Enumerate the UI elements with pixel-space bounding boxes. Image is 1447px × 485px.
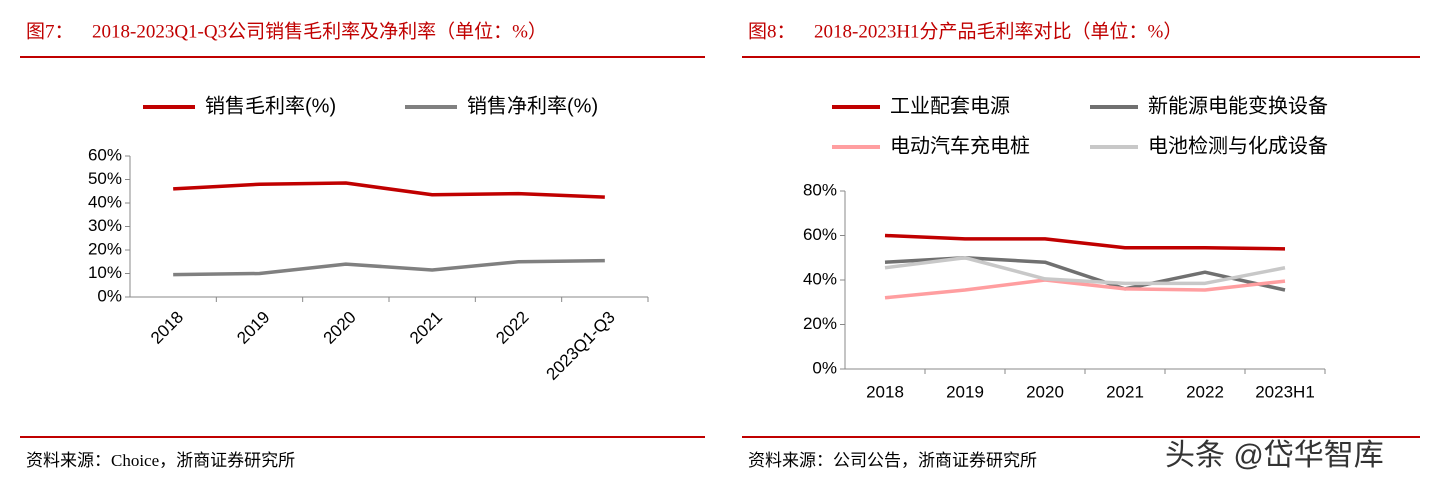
y-tick-label: 40% <box>803 269 837 288</box>
x-tick-label: 2022 <box>1186 382 1224 401</box>
y-tick-label: 80% <box>803 180 837 199</box>
legend-label: 电动汽车充电桩 <box>890 134 1030 157</box>
y-tick-label: 60% <box>803 225 837 244</box>
series-line <box>884 233 1286 251</box>
y-tick-label: 10% <box>88 263 122 282</box>
x-tick-label: 2021 <box>406 308 446 348</box>
x-tick-label: 2020 <box>1026 382 1064 401</box>
chart-title: 2018-2023H1分产品毛利率对比（单位：%） <box>814 20 1182 42</box>
x-tick-label: 2020 <box>320 308 360 348</box>
y-tick-label: 20% <box>88 239 122 258</box>
y-tick-label: 50% <box>88 169 122 188</box>
x-tick-label: 2019 <box>946 382 984 401</box>
x-tick-label: 2022 <box>492 308 532 348</box>
y-tick-label: 20% <box>803 314 837 333</box>
figure-label: 图8： <box>748 21 796 42</box>
figure-label: 图7： <box>26 21 74 42</box>
y-tick-label: 40% <box>88 192 122 211</box>
series-line <box>884 256 1286 286</box>
x-tick-label: 2019 <box>233 308 273 348</box>
series-line <box>884 278 1286 300</box>
x-tick-label: 2023Q1-Q3 <box>543 308 619 384</box>
y-tick-label: 60% <box>88 145 122 164</box>
source: 资料来源：公司公告，浙商证券研究所 <box>748 451 1037 470</box>
y-tick-label: 0% <box>97 286 122 305</box>
x-tick-label: 2023H1 <box>1255 382 1315 401</box>
y-tick-label: 0% <box>812 358 837 377</box>
x-tick-label: 2021 <box>1106 382 1144 401</box>
legend-label: 销售毛利率(%) <box>205 94 336 117</box>
x-tick-label: 2018 <box>866 382 904 401</box>
legend-label: 工业配套电源 <box>890 94 1010 117</box>
y-tick-label: 30% <box>88 216 122 235</box>
legend-label: 电池检测与化成设备 <box>1148 134 1328 157</box>
series-line <box>173 181 605 199</box>
source: 资料来源：Choice，浙商证券研究所 <box>26 451 295 470</box>
watermark: 头条 @岱华智库 <box>1165 439 1384 472</box>
legend-label: 销售净利率(%) <box>467 94 598 117</box>
x-tick-label: 2018 <box>147 308 187 348</box>
series-line <box>173 258 605 277</box>
chart-title: 2018-2023Q1-Q3公司销售毛利率及净利率（单位：%） <box>92 20 547 42</box>
legend-label: 新能源电能变换设备 <box>1148 94 1328 117</box>
